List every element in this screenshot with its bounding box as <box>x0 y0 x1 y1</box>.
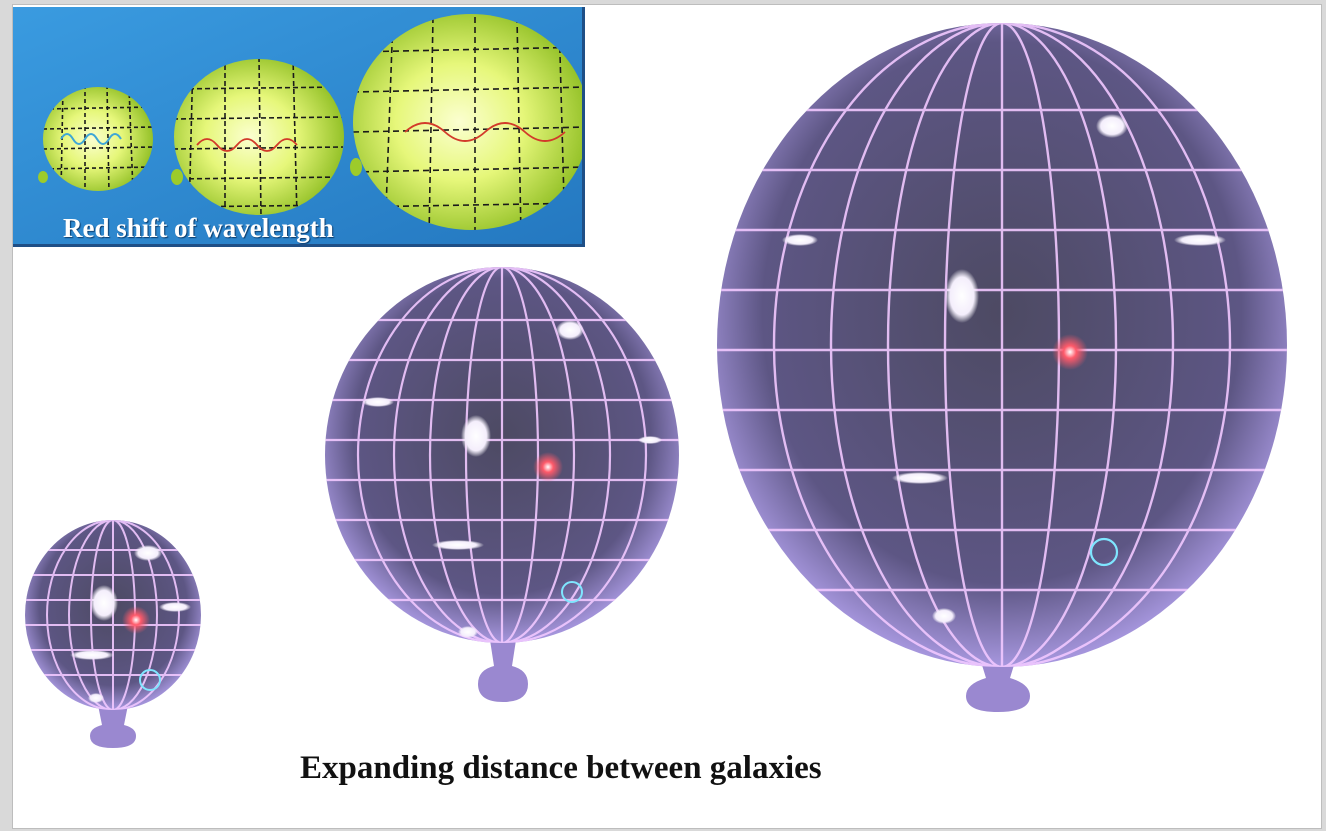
redshift-inset-panel: Red shift of wavelength <box>13 7 585 247</box>
long-wavelength-wave <box>404 122 566 142</box>
medium-universe-balloon <box>325 267 679 702</box>
main-caption: Expanding distance between galaxies <box>300 750 822 786</box>
galaxy-elliptical <box>90 585 118 621</box>
inset-caption: Red shift of wavelength <box>63 213 334 243</box>
small-universe-balloon <box>25 520 201 748</box>
large-universe-balloon <box>717 23 1287 712</box>
red-star <box>122 606 150 634</box>
medium-green-balloon <box>171 59 344 215</box>
medium-wavelength-wave <box>196 138 298 152</box>
large-green-balloon <box>350 14 582 230</box>
short-wavelength-wave <box>60 133 122 145</box>
redshift-inset-illustration <box>13 7 582 244</box>
spiral-galaxy <box>139 669 161 691</box>
small-green-balloon <box>38 87 153 191</box>
